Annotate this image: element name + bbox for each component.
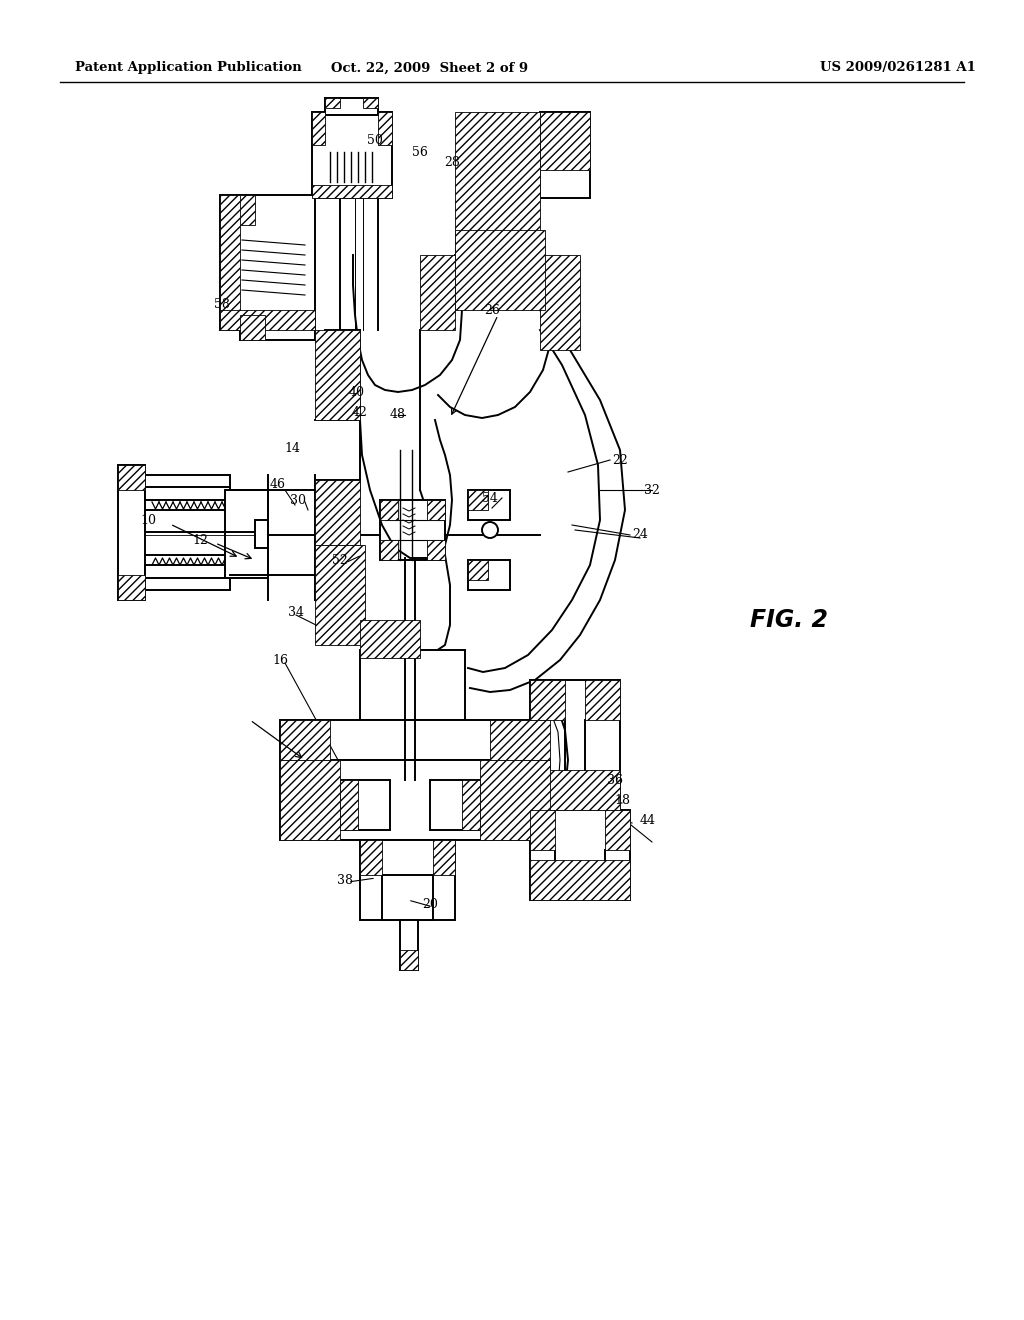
Polygon shape [468,560,510,590]
Polygon shape [118,465,145,490]
Polygon shape [145,565,230,578]
Text: 46: 46 [270,479,286,491]
Polygon shape [400,950,418,970]
Polygon shape [530,810,630,900]
Polygon shape [380,500,445,560]
Text: 14: 14 [284,441,300,454]
Polygon shape [220,195,315,330]
Polygon shape [315,545,365,645]
Polygon shape [360,840,382,875]
Polygon shape [433,840,455,875]
Circle shape [482,521,498,539]
Polygon shape [400,920,418,970]
Polygon shape [340,780,390,830]
Polygon shape [530,680,620,810]
Text: 42: 42 [352,405,368,418]
Polygon shape [468,490,510,520]
Text: US 2009/0261281 A1: US 2009/0261281 A1 [820,62,976,74]
Text: 28: 28 [444,156,460,169]
Text: 26: 26 [484,304,500,317]
Polygon shape [380,500,398,520]
Polygon shape [360,840,455,920]
Polygon shape [468,490,488,510]
Polygon shape [362,98,378,108]
Polygon shape [240,315,315,341]
Polygon shape [530,770,620,810]
Polygon shape [225,490,268,578]
Text: 10: 10 [140,513,156,527]
Polygon shape [530,810,555,850]
Text: 12: 12 [193,533,208,546]
Polygon shape [280,719,550,760]
Text: 22: 22 [612,454,628,466]
Polygon shape [240,315,265,341]
Text: 52: 52 [332,553,348,566]
Polygon shape [530,680,565,719]
Polygon shape [430,780,480,830]
Polygon shape [585,680,620,719]
Polygon shape [490,719,550,760]
Text: 54: 54 [482,491,498,504]
Text: 16: 16 [272,653,288,667]
Polygon shape [130,475,230,510]
Polygon shape [360,620,420,657]
Text: 44: 44 [640,813,656,826]
Text: 56: 56 [412,145,428,158]
Polygon shape [220,310,315,330]
Polygon shape [118,465,145,601]
Polygon shape [145,487,230,500]
Polygon shape [315,480,360,545]
Polygon shape [280,760,340,840]
Text: 50: 50 [367,133,383,147]
Polygon shape [378,112,392,145]
Polygon shape [540,255,580,350]
Polygon shape [340,780,358,830]
Text: 30: 30 [290,494,306,507]
Polygon shape [480,760,550,840]
Polygon shape [427,540,445,560]
Polygon shape [312,112,325,145]
Polygon shape [455,230,545,310]
Polygon shape [130,554,230,590]
Polygon shape [312,112,392,198]
Text: 36: 36 [607,774,623,787]
Polygon shape [220,195,240,330]
Polygon shape [382,875,433,920]
Text: 20: 20 [422,899,438,912]
Polygon shape [255,520,268,548]
Polygon shape [540,112,590,170]
Text: 48: 48 [390,408,406,421]
Polygon shape [312,185,392,198]
Polygon shape [360,649,465,719]
Text: 18: 18 [614,793,630,807]
Polygon shape [427,500,445,520]
Polygon shape [420,255,455,330]
Polygon shape [462,780,480,830]
Text: FIG. 2: FIG. 2 [750,609,828,632]
Polygon shape [540,112,590,198]
Polygon shape [455,112,540,255]
Polygon shape [118,576,145,601]
Text: 32: 32 [644,483,659,496]
Polygon shape [280,760,550,840]
Text: 24: 24 [632,528,648,541]
Polygon shape [468,560,488,579]
Text: 38: 38 [337,874,353,887]
Polygon shape [315,330,360,420]
Text: 58: 58 [214,298,230,312]
Polygon shape [325,98,378,115]
Text: Patent Application Publication: Patent Application Publication [75,62,302,74]
Text: 34: 34 [288,606,304,619]
Polygon shape [220,195,255,224]
Polygon shape [530,861,630,900]
Polygon shape [280,719,330,760]
Polygon shape [325,98,340,108]
Polygon shape [605,810,630,850]
Polygon shape [380,540,398,560]
Text: Oct. 22, 2009  Sheet 2 of 9: Oct. 22, 2009 Sheet 2 of 9 [332,62,528,74]
Text: 40: 40 [349,387,365,400]
